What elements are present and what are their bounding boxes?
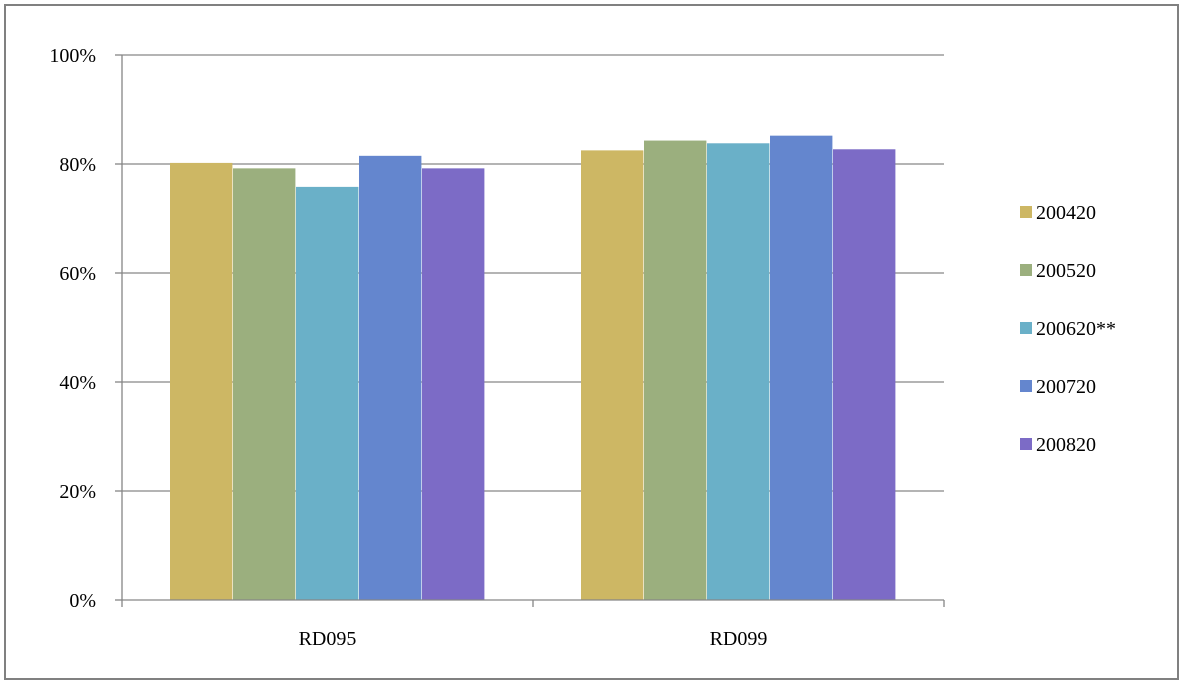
legend-label: 200520 [1036,260,1096,282]
bar-RD095-200620 [296,186,359,600]
bar-RD099-200820 [833,149,896,600]
bar-RD095-200420 [170,162,233,600]
bar-RD099-200520 [644,140,707,600]
bars [170,135,896,601]
legend-swatch [1020,206,1032,218]
bar-RD095-200720 [359,155,422,600]
y-tick-labels: 0% 20% 40% 60% 80% 100% [49,45,96,612]
legend-swatch [1020,322,1032,334]
y-tick-label: 40% [59,372,96,394]
y-tick-label: 80% [59,154,96,176]
legend-label: 200420 [1036,202,1096,224]
legend-swatch [1020,438,1032,450]
legend-label: 200620** [1036,318,1116,340]
x-tick-labels: RD095 RD099 [299,628,768,650]
legend-swatch [1020,380,1032,392]
y-tick-label: 60% [59,263,96,285]
legend-label: 200720 [1036,376,1096,398]
legend-swatch [1020,264,1032,276]
bar-RD099-200620 [707,143,770,601]
x-tick-label: RD099 [710,628,768,650]
bar-RD095-200520 [233,168,296,601]
y-tick-label: 20% [59,481,96,503]
bar-RD095-200820 [422,168,485,601]
legend-label: 200820 [1036,434,1096,456]
legend: 200420 200520 200620** 200720 200820 [1020,202,1116,456]
bar-RD099-200720 [770,135,833,600]
y-tick-label: 100% [49,45,96,67]
axes [115,54,945,607]
x-tick-label: RD095 [299,628,357,650]
bar-RD099-200420 [581,150,644,600]
y-tick-label: 0% [69,590,96,612]
